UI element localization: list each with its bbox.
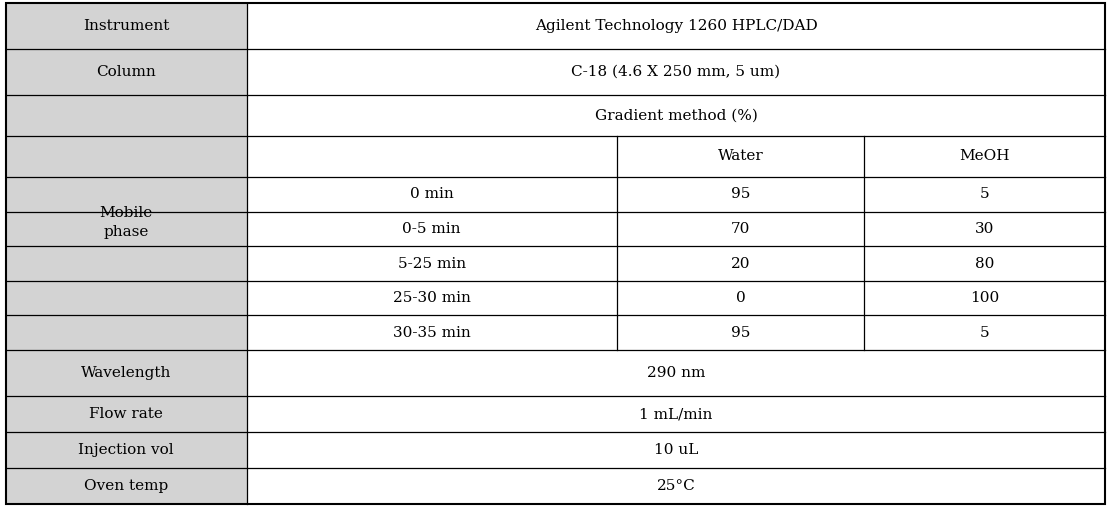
Bar: [864, 281, 1105, 315]
Text: C-18 (4.6 X 250 mm, 5 um): C-18 (4.6 X 250 mm, 5 um): [571, 65, 781, 79]
Text: Instrument: Instrument: [83, 19, 169, 32]
Text: 0 min: 0 min: [410, 187, 453, 201]
Text: 0-5 min: 0-5 min: [402, 222, 461, 236]
Bar: [864, 136, 1105, 177]
Bar: [6, 468, 247, 504]
Text: Water: Water: [718, 150, 763, 163]
Text: Wavelength: Wavelength: [81, 366, 171, 380]
Bar: [864, 177, 1105, 211]
Bar: [247, 246, 617, 281]
Bar: [6, 49, 247, 95]
Bar: [617, 246, 864, 281]
Text: Gradient method (%): Gradient method (%): [594, 108, 758, 122]
Bar: [864, 315, 1105, 350]
Bar: [6, 432, 247, 468]
Bar: [247, 177, 617, 211]
Bar: [6, 95, 247, 350]
Text: 5: 5: [980, 187, 990, 201]
Bar: [617, 281, 864, 315]
Bar: [6, 350, 247, 396]
Bar: [247, 136, 617, 177]
Text: 25°C: 25°C: [657, 480, 695, 493]
Text: Agilent Technology 1260 HPLC/DAD: Agilent Technology 1260 HPLC/DAD: [534, 19, 818, 32]
Text: Flow rate: Flow rate: [89, 407, 163, 421]
Text: 95: 95: [731, 325, 750, 340]
Text: 20: 20: [731, 257, 750, 271]
Bar: [247, 468, 1105, 504]
Text: Injection vol: Injection vol: [78, 443, 174, 457]
Bar: [247, 432, 1105, 468]
Bar: [247, 315, 617, 350]
Text: 70: 70: [731, 222, 750, 236]
Bar: [617, 177, 864, 211]
Text: 5-25 min: 5-25 min: [398, 257, 466, 271]
Text: 5: 5: [980, 325, 990, 340]
Bar: [864, 246, 1105, 281]
Bar: [247, 95, 1105, 136]
Text: 1 mL/min: 1 mL/min: [639, 407, 713, 421]
Text: 10 uL: 10 uL: [654, 443, 698, 457]
Bar: [617, 211, 864, 246]
Text: 30-35 min: 30-35 min: [393, 325, 470, 340]
Text: 80: 80: [975, 257, 994, 271]
Text: 25-30 min: 25-30 min: [392, 291, 471, 305]
Bar: [247, 350, 1105, 396]
Text: 0: 0: [735, 291, 745, 305]
Text: MeOH: MeOH: [960, 150, 1010, 163]
Text: 95: 95: [731, 187, 750, 201]
Text: 100: 100: [970, 291, 1000, 305]
Bar: [6, 396, 247, 432]
Bar: [617, 136, 864, 177]
Text: Oven temp: Oven temp: [84, 480, 168, 493]
Bar: [617, 315, 864, 350]
Bar: [247, 396, 1105, 432]
Bar: [864, 211, 1105, 246]
Bar: [247, 281, 617, 315]
Text: Column: Column: [97, 65, 156, 79]
Bar: [6, 3, 247, 49]
Bar: [247, 3, 1105, 49]
Bar: [247, 211, 617, 246]
Bar: [247, 49, 1105, 95]
Text: 30: 30: [975, 222, 994, 236]
Text: Mobile
phase: Mobile phase: [100, 206, 152, 239]
Text: 290 nm: 290 nm: [647, 366, 705, 380]
